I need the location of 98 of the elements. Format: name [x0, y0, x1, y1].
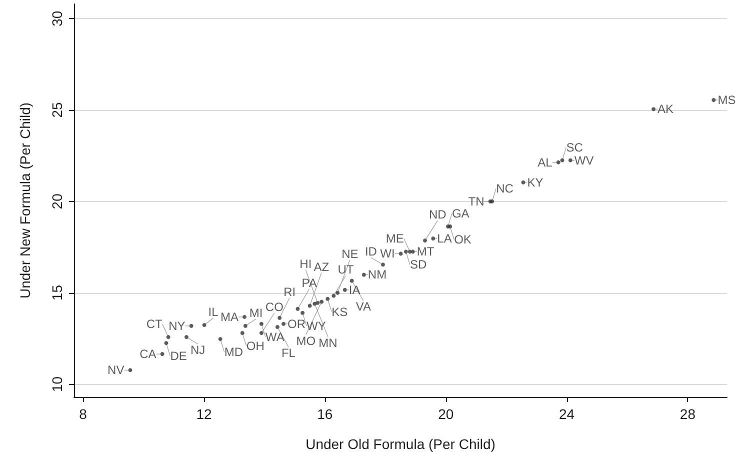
point [398, 252, 403, 256]
point [350, 278, 354, 283]
data-label: ND [428, 208, 447, 222]
point [521, 180, 526, 184]
data-label: AL [538, 155, 553, 170]
x-tick-label: 28 [680, 406, 696, 422]
data-label: MN [318, 336, 338, 350]
point [296, 306, 300, 311]
point [300, 310, 305, 315]
data-label: ME [386, 232, 404, 246]
data-label: GA [452, 206, 470, 220]
y-tick-label: 25 [49, 102, 65, 118]
point [202, 322, 206, 327]
point [448, 224, 452, 228]
x-tick-label: 16 [317, 406, 333, 422]
data-label: WA [265, 330, 284, 344]
y-tick-label: 30 [49, 10, 65, 26]
data-label: MS [718, 92, 735, 107]
data-label: WV [574, 153, 594, 168]
y-axis-title: Under New Formula (Per Child) [17, 102, 33, 299]
point [362, 272, 366, 277]
point [166, 335, 170, 340]
data-label: MO [296, 334, 316, 348]
data-label: AK [658, 102, 674, 116]
data-label: LA [437, 232, 452, 246]
data-label: KY [527, 175, 544, 190]
point [652, 107, 656, 112]
point [712, 98, 716, 102]
point [380, 262, 385, 267]
data-label: NY [168, 318, 186, 333]
data-label: CA [140, 347, 156, 362]
data-label: NE [342, 246, 358, 261]
data-label: IL [208, 304, 219, 319]
point [431, 236, 436, 241]
data-label: KS [332, 304, 348, 319]
point [410, 250, 415, 254]
point [259, 331, 264, 336]
point [243, 324, 248, 328]
data-label: SC [566, 140, 584, 154]
data-label: HI [300, 256, 312, 271]
data-label: PA [302, 276, 317, 290]
point [568, 158, 572, 162]
point [556, 160, 560, 164]
point [164, 341, 168, 346]
y-tick-label: 10 [49, 376, 65, 392]
point [128, 368, 132, 372]
data-label: MI [249, 306, 263, 320]
data-label: NJ [190, 343, 206, 358]
point [404, 250, 408, 254]
point [218, 337, 222, 342]
data-label: RI [284, 284, 296, 299]
data-label: ID [364, 244, 378, 259]
data-label: MD [224, 345, 244, 360]
point [189, 324, 194, 328]
data-label: MT [416, 244, 435, 259]
data-label: SD [410, 258, 427, 272]
data-label: NV [108, 363, 124, 378]
point [316, 300, 320, 305]
point [560, 158, 564, 162]
data-label: WI [380, 246, 395, 261]
point [332, 294, 336, 298]
x-axis-title: Under Old Formula (Per Child) [306, 436, 496, 452]
point [275, 324, 280, 329]
data-label: OR [288, 316, 306, 331]
data-label: WY [306, 318, 326, 333]
data-label: IA [348, 282, 360, 297]
data-label: NC [496, 181, 514, 196]
point [326, 296, 330, 301]
data-label: MA [220, 310, 239, 324]
data-label: OK [454, 232, 472, 246]
point [342, 288, 347, 292]
x-tick-label: 12 [196, 406, 212, 422]
point [160, 352, 164, 356]
data-label: TN [468, 194, 484, 208]
point [242, 314, 247, 319]
point [259, 322, 264, 326]
data-label: CO [265, 300, 284, 314]
y-tick-label: 15 [49, 284, 65, 301]
point [278, 316, 282, 320]
point [308, 304, 312, 308]
point [336, 290, 340, 295]
data-label: VA [356, 300, 371, 314]
point [282, 322, 286, 326]
x-tick-label: 20 [438, 406, 454, 422]
x-tick-label: 8 [79, 406, 88, 422]
data-label: OH [246, 339, 264, 354]
point [184, 335, 188, 340]
y-tick-label: 20 [49, 193, 65, 210]
data-label: AZ [314, 260, 330, 274]
data-label: NM [368, 268, 387, 282]
point [240, 331, 244, 336]
point [320, 300, 324, 304]
data-label: DE [170, 349, 187, 364]
data-label: UT [338, 262, 354, 277]
x-tick-label: 24 [558, 406, 575, 422]
data-label: CT [146, 317, 163, 332]
data-label: FL [281, 346, 296, 360]
point [422, 238, 427, 243]
